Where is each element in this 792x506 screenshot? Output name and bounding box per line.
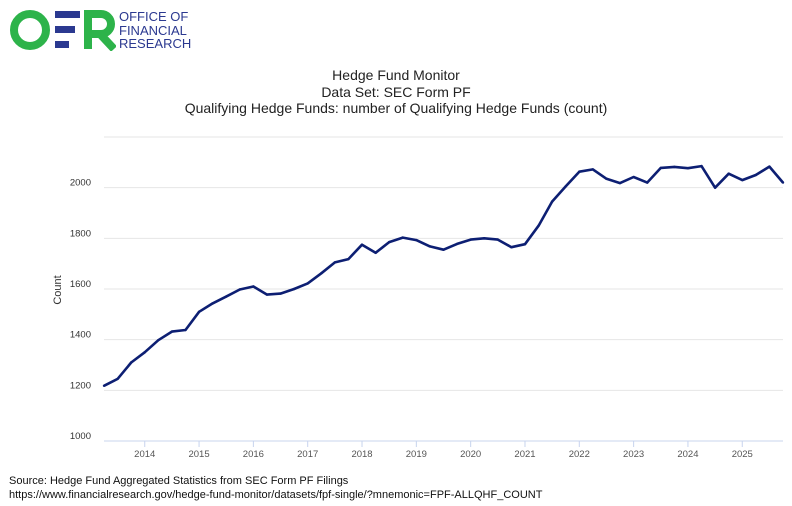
data-point[interactable] bbox=[646, 181, 649, 184]
chart-title: Hedge Fund Monitor bbox=[332, 67, 460, 83]
x-tick-label: 2022 bbox=[569, 449, 590, 460]
data-point[interactable] bbox=[455, 242, 459, 246]
series-line bbox=[103, 164, 784, 387]
x-tick-label: 2020 bbox=[460, 449, 481, 460]
data-point[interactable] bbox=[252, 285, 255, 288]
data-point[interactable] bbox=[184, 328, 187, 332]
x-tick-label: 2017 bbox=[297, 449, 318, 460]
data-point[interactable] bbox=[360, 243, 364, 246]
data-point[interactable] bbox=[238, 288, 241, 291]
x-tick-label: 2018 bbox=[351, 449, 372, 460]
x-tick-label: 2024 bbox=[677, 449, 698, 460]
data-point[interactable] bbox=[347, 257, 350, 261]
data-point[interactable] bbox=[483, 237, 486, 240]
logo-line: RESEARCH bbox=[119, 36, 192, 51]
data-point[interactable] bbox=[713, 186, 717, 189]
y-tick-label: 1800 bbox=[70, 228, 91, 239]
y-tick-label: 2000 bbox=[70, 178, 91, 189]
data-point[interactable] bbox=[442, 248, 445, 251]
logo-line: FINANCIAL bbox=[119, 22, 187, 38]
x-tick-label: 2019 bbox=[406, 449, 427, 460]
chart-subtitle: Data Set: SEC Form PF bbox=[321, 83, 471, 100]
data-point[interactable] bbox=[618, 181, 622, 185]
data-point[interactable] bbox=[292, 287, 296, 291]
data-point[interactable] bbox=[550, 200, 554, 203]
chart-subtitle-2: Qualifying Hedge Funds: number of Qualif… bbox=[184, 100, 608, 116]
source-url[interactable]: https://www.financialresearch.gov/hedge-… bbox=[9, 489, 543, 501]
data-point[interactable] bbox=[727, 172, 730, 175]
data-point[interactable] bbox=[605, 177, 608, 180]
data-point[interactable] bbox=[578, 170, 581, 173]
data-point[interactable] bbox=[659, 166, 662, 170]
data-point[interactable] bbox=[279, 292, 282, 295]
y-axis-label: Count bbox=[52, 275, 64, 304]
y-tick-label: 1200 bbox=[70, 380, 91, 391]
chart-titles: Hedge Fund Monitor Data Set: SEC Form PF… bbox=[0, 67, 792, 117]
data-point[interactable] bbox=[428, 245, 432, 248]
data-point[interactable] bbox=[523, 242, 527, 246]
data-point[interactable] bbox=[415, 238, 418, 242]
data-point[interactable] bbox=[225, 295, 228, 298]
source-text: Source: Hedge Fund Aggregated Statistics… bbox=[9, 475, 349, 487]
data-point[interactable] bbox=[157, 338, 160, 342]
data-point[interactable] bbox=[686, 166, 690, 170]
data-point[interactable] bbox=[197, 310, 201, 313]
ofr-logo-text: OFFICE OF FINANCIAL RESEARCH bbox=[119, 10, 191, 51]
data-point[interactable] bbox=[768, 165, 771, 168]
data-point[interactable] bbox=[781, 181, 785, 184]
x-tick-label: 2025 bbox=[732, 449, 753, 460]
data-point[interactable] bbox=[741, 178, 744, 182]
data-point[interactable] bbox=[265, 293, 269, 296]
data-point[interactable] bbox=[374, 251, 377, 254]
data-point[interactable] bbox=[306, 282, 309, 285]
data-point[interactable] bbox=[469, 238, 472, 241]
x-tick-label: 2015 bbox=[188, 449, 209, 460]
data-point[interactable] bbox=[754, 173, 758, 177]
logo-line: OFFICE OF bbox=[119, 9, 189, 24]
data-point[interactable] bbox=[102, 384, 106, 387]
data-point[interactable] bbox=[387, 240, 391, 244]
y-tick-label: 1000 bbox=[70, 431, 91, 442]
data-point[interactable] bbox=[401, 236, 404, 239]
y-tick-label: 1600 bbox=[70, 279, 91, 290]
data-point[interactable] bbox=[632, 175, 635, 179]
data-point[interactable] bbox=[510, 246, 513, 249]
ofr-logo bbox=[10, 10, 116, 51]
data-point[interactable] bbox=[143, 351, 146, 354]
x-tick-label: 2014 bbox=[134, 449, 155, 460]
data-point[interactable] bbox=[333, 261, 337, 264]
data-point[interactable] bbox=[673, 165, 676, 169]
y-tick-label: 1400 bbox=[70, 330, 91, 341]
data-point[interactable] bbox=[129, 361, 133, 364]
data-point[interactable] bbox=[320, 272, 323, 275]
data-point[interactable] bbox=[170, 330, 174, 333]
data-point[interactable] bbox=[116, 377, 119, 381]
x-tick-label: 2021 bbox=[514, 449, 535, 460]
x-tick-label: 2016 bbox=[243, 449, 264, 460]
data-point[interactable] bbox=[496, 238, 500, 241]
data-point[interactable] bbox=[211, 302, 214, 305]
line-chart: 1000 1200 1400 1600 1800 2000 2014 2015 2016 201… bbox=[52, 136, 785, 460]
data-point[interactable] bbox=[591, 168, 595, 171]
source-note: Source: Hedge Fund Aggregated Statistics… bbox=[9, 474, 542, 502]
x-tick-label: 2023 bbox=[623, 449, 644, 460]
data-point[interactable] bbox=[537, 224, 540, 227]
data-point[interactable] bbox=[564, 185, 567, 188]
data-point[interactable] bbox=[700, 164, 703, 168]
